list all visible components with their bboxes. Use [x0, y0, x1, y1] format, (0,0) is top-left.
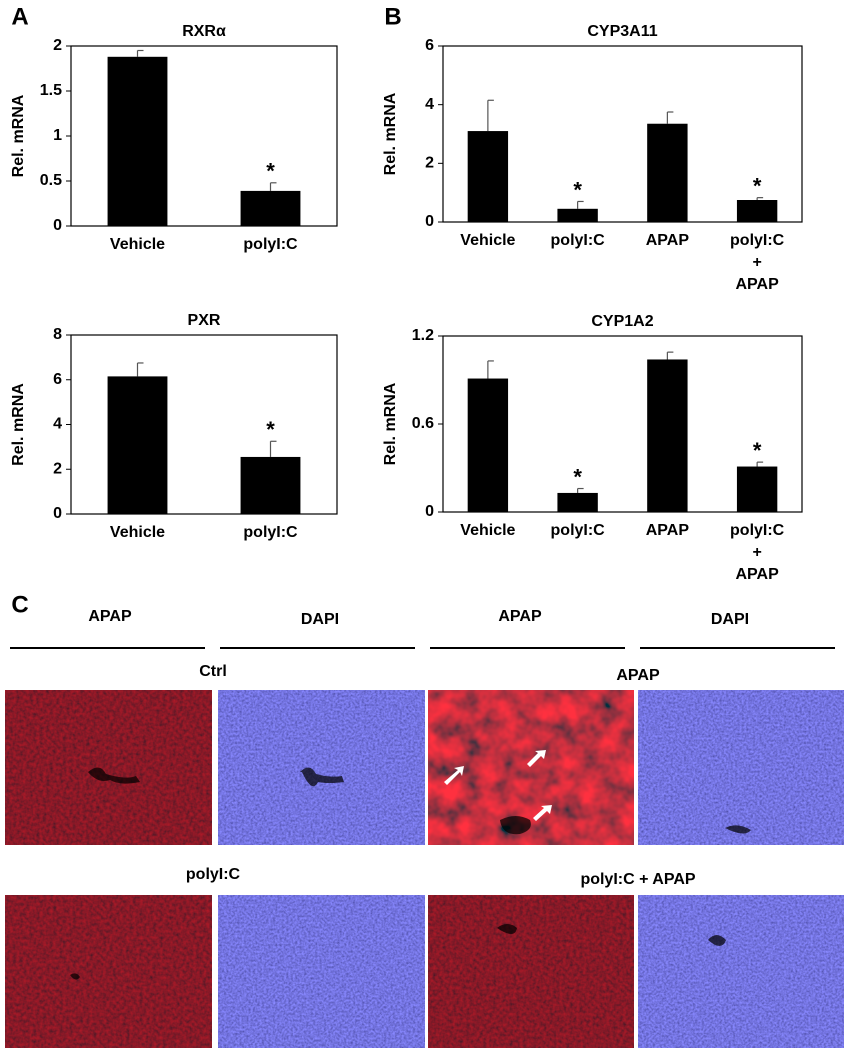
chart-title: CYP3A11 [587, 23, 657, 40]
bar [467, 131, 509, 222]
x-tick-label: Vehicle [460, 522, 515, 539]
row-label: polyI:C + APAP [580, 871, 695, 888]
y-tick-label: 6 [425, 37, 434, 54]
panel-label: A [11, 3, 28, 30]
chart-title: RXRα [182, 23, 226, 40]
plot-frame [442, 45, 803, 223]
column-header: APAP [498, 608, 542, 625]
y-axis-label: Rel. mRNA [382, 92, 399, 175]
x-tick-label: APAP [646, 522, 690, 539]
x-tick-label: APAP [646, 232, 690, 249]
x-tick-label: polyI:C + APAP [730, 232, 785, 293]
micrograph [5, 895, 212, 1048]
bar [647, 123, 688, 222]
micrograph [638, 895, 844, 1048]
bar [557, 492, 598, 512]
y-tick-label: 0 [425, 503, 434, 520]
significance-marker: * [753, 438, 762, 463]
x-tick-label: polyI:C + APAP [730, 522, 785, 583]
y-tick-label: 1.5 [40, 82, 62, 99]
x-tick-label: polyI:C [243, 524, 298, 541]
column-header: DAPI [301, 611, 339, 628]
x-tick-label: polyI:C [551, 522, 606, 539]
bar [240, 190, 301, 226]
bar [736, 200, 778, 222]
significance-marker: * [573, 177, 582, 202]
micrograph [218, 895, 425, 1048]
column-header: DAPI [711, 611, 749, 628]
significance-marker: * [266, 417, 275, 442]
y-tick-label: 6 [53, 371, 62, 388]
panel-label: B [384, 3, 401, 30]
y-tick-label: 1.2 [412, 327, 434, 344]
y-tick-label: 0.5 [40, 172, 62, 189]
y-tick-label: 2 [425, 155, 434, 172]
bar [107, 376, 168, 514]
x-tick-label: polyI:C [243, 236, 298, 253]
column-header: APAP [88, 608, 132, 625]
panel-label: C [11, 591, 28, 618]
micrograph [218, 690, 425, 845]
vessels [70, 767, 751, 980]
y-tick-label: 0 [53, 217, 62, 234]
y-axis-label: Rel. mRNA [10, 383, 27, 466]
micrograph [428, 895, 634, 1048]
row-label: APAP [616, 667, 660, 684]
y-tick-label: 4 [425, 96, 434, 113]
y-axis-label: Rel. mRNA [10, 94, 27, 177]
micrograph [5, 690, 212, 845]
y-tick-label: 1 [53, 127, 62, 144]
significance-marker: * [573, 464, 582, 489]
x-tick-label: polyI:C [551, 232, 606, 249]
row-label: Ctrl [199, 663, 227, 680]
x-tick-label: Vehicle [110, 524, 165, 541]
significance-marker: * [266, 159, 275, 184]
bar [736, 466, 778, 512]
y-tick-label: 4 [53, 416, 62, 433]
bar [467, 378, 509, 512]
significance-marker: * [753, 173, 762, 198]
bar [647, 359, 688, 512]
x-tick-label: Vehicle [460, 232, 515, 249]
y-tick-label: 0 [53, 505, 62, 522]
arrows [444, 750, 552, 821]
row-label: polyI:C [186, 866, 241, 883]
y-tick-label: 2 [53, 460, 62, 477]
bar [557, 208, 598, 222]
y-tick-label: 2 [53, 37, 62, 54]
micrograph [638, 690, 844, 845]
y-axis-label: Rel. mRNA [382, 382, 399, 465]
y-tick-label: 0 [425, 213, 434, 230]
micrographs [5, 690, 844, 1048]
y-tick-label: 8 [53, 326, 62, 343]
bar [240, 456, 301, 514]
chart-title: PXR [188, 312, 221, 329]
y-tick-label: 0.6 [412, 415, 434, 432]
x-tick-label: Vehicle [110, 236, 165, 253]
chart-title: CYP1A2 [591, 313, 653, 330]
bar [107, 56, 168, 226]
